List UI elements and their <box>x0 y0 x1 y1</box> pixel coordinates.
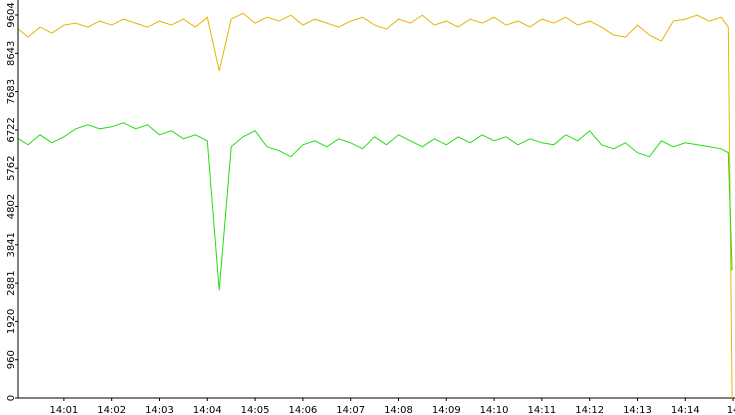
y-tick-label: 960 <box>6 350 17 369</box>
x-tick-label: 14:02 <box>97 405 126 415</box>
x-tick-label: 14 <box>727 405 735 415</box>
y-tick-label: 9604 <box>6 2 17 27</box>
x-tick-label: 14:11 <box>527 405 556 415</box>
y-tick-label: 0 <box>6 395 17 401</box>
y-tick-label: 1920 <box>6 309 17 334</box>
x-tick-label: 14:03 <box>145 405 174 415</box>
y-tick-label: 4802 <box>6 194 17 219</box>
series-line <box>18 122 733 291</box>
y-tick-label: 2881 <box>6 270 17 295</box>
series-line <box>18 12 733 399</box>
y-tick-label: 6722 <box>6 117 17 142</box>
y-tick-label: 5762 <box>6 155 17 180</box>
x-tick-label: 14:08 <box>384 405 413 415</box>
x-tick-label: 14:04 <box>193 405 222 415</box>
x-tick-label: 14:09 <box>432 405 461 415</box>
x-tick-label: 14:05 <box>241 405 270 415</box>
x-tick-label: 14:07 <box>336 405 365 415</box>
x-tick-label: 14:06 <box>288 405 317 415</box>
x-tick-label: 14:13 <box>623 405 652 415</box>
y-tick-label: 3841 <box>6 232 17 257</box>
x-tick-label: 14:01 <box>49 405 78 415</box>
y-tick-label: 7683 <box>6 79 17 104</box>
x-tick-label: 14:10 <box>480 405 509 415</box>
x-tick-label: 14:14 <box>671 405 700 415</box>
y-tick-label: 8643 <box>6 41 17 66</box>
x-tick-label: 14:12 <box>575 405 604 415</box>
